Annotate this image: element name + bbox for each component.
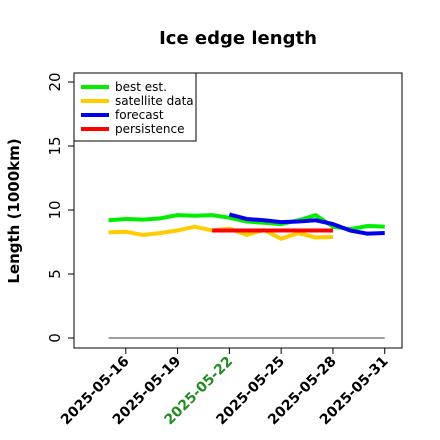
legend-label-persistence: persistence [115, 122, 184, 136]
y-axis-label: Length (1000km) [5, 138, 23, 283]
series-line-forecast [228, 212, 385, 236]
y-tick-label: 10 [46, 200, 64, 219]
chart-title: Ice edge length [159, 28, 317, 49]
legend-label-forecast: forecast [115, 108, 164, 122]
legend: best est.satellite dataforecastpersisten… [73, 72, 197, 142]
y-tick-label: 5 [46, 269, 64, 279]
series-line-satellite-data [108, 224, 334, 241]
legend-label-satellite-data: satellite data [115, 94, 194, 108]
y-tick-label: 15 [46, 136, 64, 155]
y-tick-label: 0 [46, 333, 64, 343]
y-tick-label: 20 [46, 72, 64, 91]
legend-label-best-est: best est. [115, 80, 167, 94]
